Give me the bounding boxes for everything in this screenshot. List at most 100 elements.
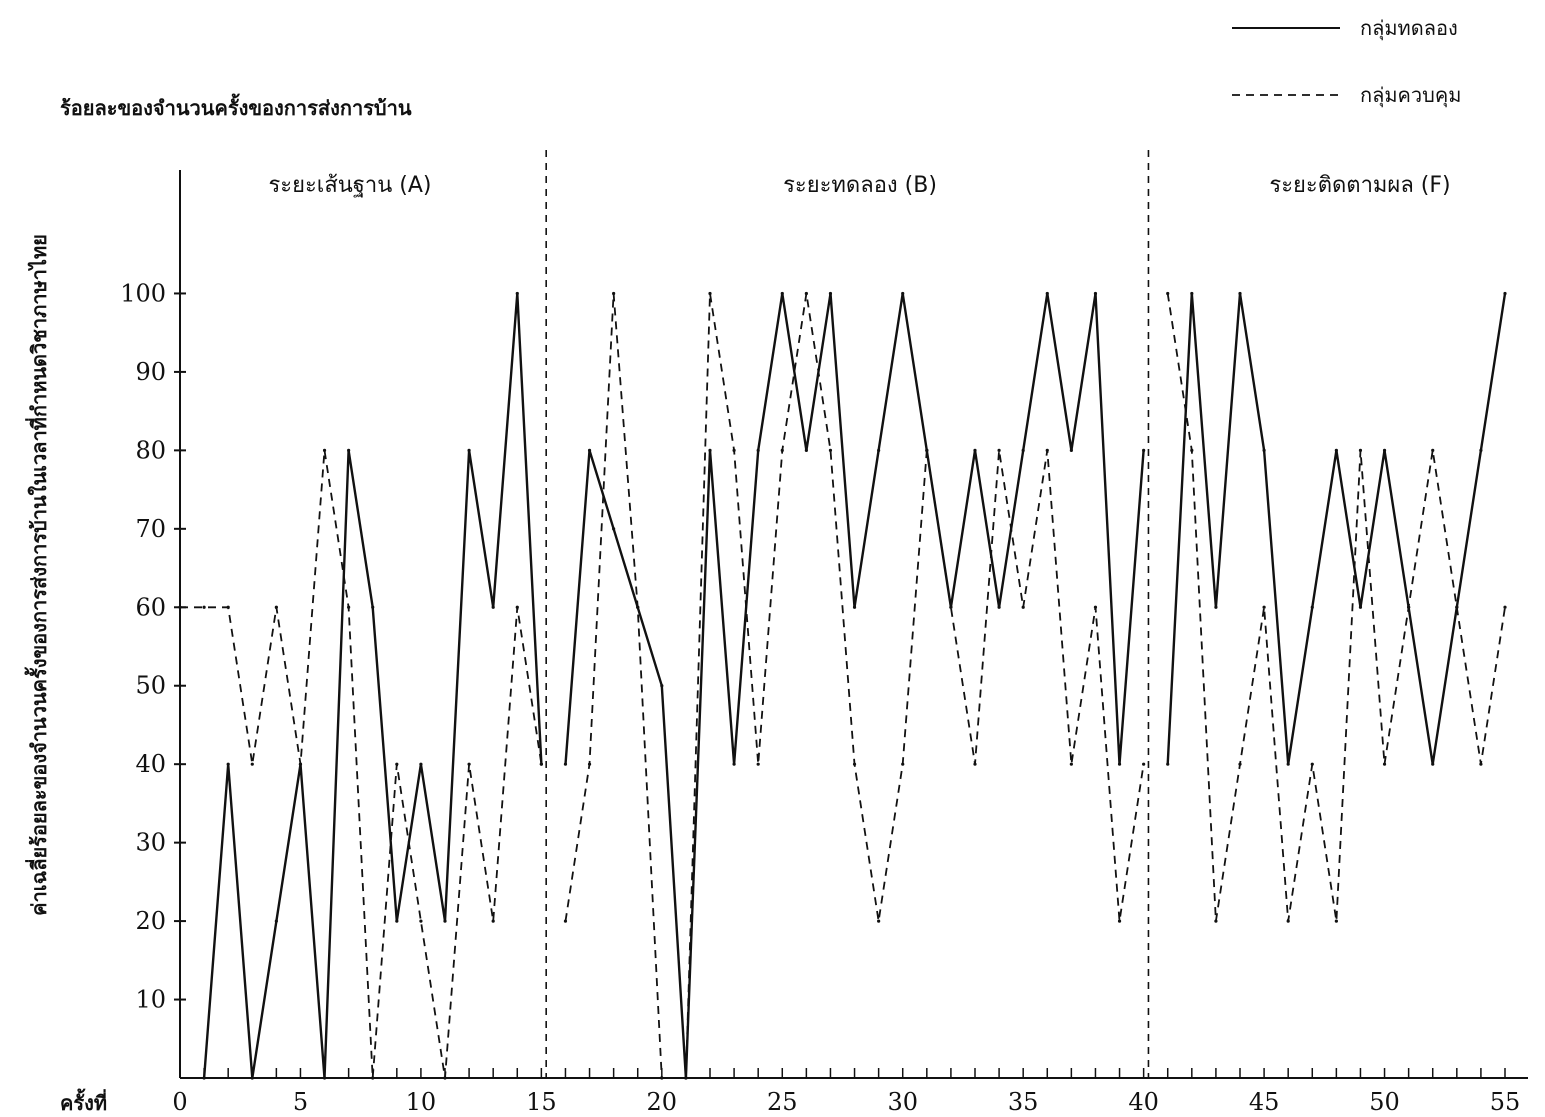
data-point (828, 448, 833, 452)
data-point (274, 919, 278, 923)
data-point (1069, 448, 1073, 452)
data-point (1358, 605, 1363, 609)
data-point (322, 448, 327, 452)
phase-label: ระยะติดตามผล (F) (1269, 173, 1450, 198)
data-point (587, 448, 592, 452)
data-point (419, 762, 423, 766)
x-tick-label: 20 (647, 1088, 678, 1116)
data-point (901, 762, 905, 766)
phase-label: ระยะเส้นฐาน (A) (268, 173, 431, 198)
series-line-segment (1166, 293, 1507, 765)
data-point (997, 448, 1001, 452)
data-point (1117, 919, 1122, 923)
data-point (1407, 605, 1411, 609)
data-point (1093, 605, 1098, 609)
x-tick-label: 15 (526, 1088, 557, 1116)
data-point (756, 448, 760, 452)
data-point (1503, 291, 1507, 296)
phase-boundaries (545, 150, 1150, 1078)
data-point (467, 762, 471, 766)
x-axis-title: ครั้งที่ (60, 1088, 107, 1115)
data-point (298, 762, 303, 766)
series-layer (178, 291, 1507, 1080)
data-point (419, 919, 423, 923)
data-point (780, 448, 784, 452)
data-point (612, 527, 616, 531)
x-tick-label: 30 (887, 1088, 918, 1116)
data-point (202, 1076, 206, 1080)
y-tick-label: 30 (135, 829, 166, 857)
data-point (877, 919, 881, 923)
data-point (250, 762, 254, 766)
data-point (1310, 605, 1314, 609)
data-point (1142, 448, 1146, 452)
series-line-segment (180, 450, 543, 1079)
data-point (708, 291, 712, 296)
data-point (732, 762, 736, 766)
data-point (1262, 448, 1266, 452)
data-point (443, 919, 447, 923)
data-point (347, 605, 351, 609)
y-tick-label: 70 (135, 515, 166, 543)
data-point (1431, 448, 1435, 452)
x-tick-label: 40 (1128, 1088, 1159, 1116)
data-point (973, 762, 977, 766)
data-point (322, 1076, 327, 1080)
y-tick-label: 40 (135, 750, 166, 778)
data-point (804, 448, 808, 452)
data-point (515, 291, 519, 296)
data-point (1045, 291, 1049, 296)
data-point (539, 762, 543, 766)
data-point (202, 605, 206, 609)
data-point (587, 762, 592, 766)
x-tick-label: 35 (1008, 1088, 1039, 1116)
data-point (1503, 605, 1507, 609)
data-point (1455, 605, 1459, 609)
data-point (491, 605, 495, 609)
data-point (443, 1076, 447, 1080)
y-axis-title: ค่าเฉลี่ยร้อยละของจำนวนครั้งของการส่งการ… (24, 234, 51, 916)
data-point (467, 448, 471, 452)
data-point (1479, 762, 1483, 766)
y-tick-label: 50 (135, 672, 166, 700)
labels-layer: ระยะเส้นฐาน (A) ระยะทดลอง (B) ระยะติดตามผล… (24, 93, 1451, 1115)
data-point (1358, 448, 1363, 452)
data-point (949, 605, 953, 609)
data-point (636, 605, 640, 609)
data-point (684, 1076, 688, 1080)
data-point (1382, 762, 1387, 766)
axes: 10 20 30 40 50 60 70 80 90 100 0 5 10 15 20 25 30 35 40 45 5… (120, 170, 1528, 1116)
data-point (901, 291, 905, 296)
data-point (756, 762, 760, 766)
x-tick-label: 55 (1490, 1088, 1521, 1116)
data-point (1238, 291, 1242, 296)
data-point (852, 605, 857, 609)
y-tick-label: 100 (120, 279, 166, 307)
data-point (1431, 762, 1435, 766)
data-point (660, 1076, 664, 1080)
data-point (371, 605, 375, 609)
x-tick-label: 10 (406, 1088, 437, 1116)
data-point (1069, 762, 1073, 766)
data-point (732, 448, 736, 452)
series-line-segment (564, 293, 1145, 1079)
x-tick-label: 45 (1249, 1088, 1280, 1116)
data-point (491, 919, 495, 923)
y-tick-label: 60 (135, 593, 166, 621)
data-point (371, 1076, 375, 1080)
x-tick-label: 25 (767, 1088, 798, 1116)
series-control (178, 291, 1507, 1080)
series-experimental (202, 291, 1507, 1080)
data-point (1334, 919, 1338, 923)
data-point (612, 291, 616, 296)
data-point (828, 291, 833, 296)
data-point (395, 919, 399, 923)
data-point (274, 605, 278, 609)
data-point (1238, 762, 1242, 766)
y-tick-label: 90 (135, 358, 166, 386)
data-point (804, 291, 808, 296)
data-point (1045, 448, 1049, 452)
data-point (395, 762, 399, 766)
data-point (1190, 291, 1194, 296)
